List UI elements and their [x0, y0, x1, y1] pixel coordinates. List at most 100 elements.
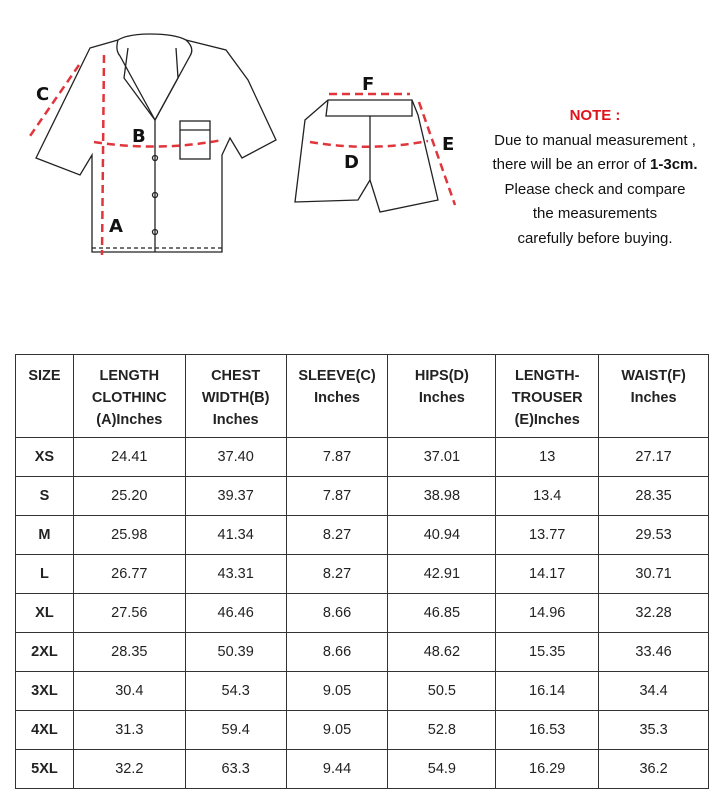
value-cell: 8.27: [285, 515, 389, 555]
table-row: 2XL 28.35 50.39 8.66 48.62 15.35 33.46: [15, 632, 709, 672]
value-cell: 13.77: [495, 515, 600, 555]
value-cell: 16.53: [495, 710, 600, 750]
value-cell: 42.91: [387, 554, 497, 594]
value-cell: 46.46: [184, 593, 287, 633]
label-a: A: [109, 216, 123, 237]
value-cell: 27.56: [72, 593, 186, 633]
note-line: there will be an error of 1-3cm.: [470, 153, 720, 178]
value-cell: 14.96: [495, 593, 600, 633]
note-line: Due to manual measurement ,: [494, 131, 696, 149]
value-cell: 36.2: [598, 749, 709, 789]
column-header: SIZE: [15, 354, 74, 438]
value-cell: 8.66: [285, 632, 389, 672]
value-cell: 13.4: [495, 476, 600, 516]
value-cell: 8.66: [285, 593, 389, 633]
note-line: the measurements: [532, 205, 658, 222]
size-cell: L: [15, 554, 74, 594]
column-header: WAIST(F) Inches: [598, 354, 709, 438]
label-d: D: [344, 152, 359, 173]
value-cell: 13: [495, 437, 600, 477]
value-cell: 34.4: [598, 671, 709, 711]
value-cell: 41.34: [184, 515, 287, 555]
table-row: 3XL 30.4 54.3 9.05 50.5 16.14 34.4: [15, 671, 709, 711]
value-cell: 31.3: [72, 710, 186, 750]
value-cell: 54.3: [184, 671, 287, 711]
table-row: L 26.77 43.31 8.27 42.91 14.17 30.71: [15, 554, 709, 594]
value-cell: 16.29: [495, 749, 600, 789]
column-header: LENGTH- TROUSER (E)Inches: [495, 354, 600, 438]
size-cell: XS: [15, 437, 74, 477]
note-title: NOTE :: [569, 107, 621, 124]
value-cell: 9.05: [285, 710, 389, 750]
size-cell: 3XL: [15, 671, 74, 711]
value-cell: 9.44: [285, 749, 389, 789]
table-row: XL 27.56 46.46 8.66 46.85 14.96 32.28: [15, 593, 709, 633]
table-row: M 25.98 41.34 8.27 40.94 13.77 29.53: [15, 515, 709, 555]
value-cell: 14.17: [495, 554, 600, 594]
measurement-note: NOTE : Due to manual measurement , there…: [470, 104, 720, 251]
value-cell: 28.35: [598, 476, 709, 516]
table-row: 4XL 31.3 59.4 9.05 52.8 16.53 35.3: [15, 710, 709, 750]
table-header-row: SIZE LENGTH CLOTHINC (A)Inches CHEST WIDTH(B)…: [15, 354, 709, 438]
value-cell: 33.46: [598, 632, 709, 672]
column-header: SLEEVE(C) Inches: [285, 354, 389, 438]
table-row: S 25.20 39.37 7.87 38.98 13.4 28.35: [15, 476, 709, 516]
value-cell: 59.4: [184, 710, 287, 750]
value-cell: 40.94: [387, 515, 497, 555]
column-header: CHEST WIDTH(B) Inches: [184, 354, 287, 438]
value-cell: 50.39: [184, 632, 287, 672]
value-cell: 35.3: [598, 710, 709, 750]
label-e: E: [442, 134, 454, 155]
column-header: HIPS(D) Inches: [387, 354, 497, 438]
note-text: there will be an error of: [492, 156, 651, 173]
column-header: LENGTH CLOTHINC (A)Inches: [72, 354, 186, 438]
note-line: Please check and compare: [504, 180, 686, 198]
value-cell: 54.9: [387, 749, 497, 789]
value-cell: 50.5: [387, 671, 497, 711]
size-cell: M: [15, 515, 74, 555]
value-cell: 24.41: [72, 437, 186, 477]
value-cell: 29.53: [598, 515, 709, 555]
value-cell: 7.87: [285, 476, 389, 516]
value-cell: 25.20: [72, 476, 186, 516]
value-cell: 46.85: [387, 593, 497, 633]
value-cell: 7.87: [285, 437, 389, 477]
size-table: SIZE LENGTH CLOTHINC (A)Inches CHEST WIDTH(B)…: [15, 354, 709, 789]
value-cell: 38.98: [387, 476, 497, 516]
size-cell: 4XL: [15, 710, 74, 750]
size-cell: S: [15, 476, 74, 516]
label-f: F: [362, 74, 374, 95]
value-cell: 39.37: [184, 476, 287, 516]
value-cell: 43.31: [184, 554, 287, 594]
value-cell: 52.8: [387, 710, 497, 750]
label-b: B: [132, 126, 146, 147]
value-cell: 32.2: [72, 749, 186, 789]
value-cell: 16.14: [495, 671, 600, 711]
shorts-illustration: [294, 99, 439, 213]
value-cell: 25.98: [72, 515, 186, 555]
value-cell: 26.77: [72, 554, 186, 594]
value-cell: 63.3: [184, 749, 287, 789]
value-cell: 15.35: [495, 632, 600, 672]
value-cell: 48.62: [387, 632, 497, 672]
table-row: XS 24.41 37.40 7.87 37.01 13 27.17: [15, 437, 709, 477]
value-cell: 37.01: [387, 437, 497, 477]
value-cell: 30.71: [598, 554, 709, 594]
measure-lines: [28, 54, 457, 256]
table-row: 5XL 32.2 63.3 9.44 54.9 16.29 36.2: [15, 749, 709, 789]
value-cell: 8.27: [285, 554, 389, 594]
note-error-range: 1-3cm.: [650, 156, 698, 173]
value-cell: 37.40: [184, 437, 287, 477]
value-cell: 28.35: [72, 632, 186, 672]
value-cell: 9.05: [285, 671, 389, 711]
note-line: carefully before buying.: [517, 229, 673, 247]
value-cell: 30.4: [72, 671, 186, 711]
size-cell: XL: [15, 593, 74, 633]
value-cell: 32.28: [598, 593, 709, 633]
shirt-illustration: [35, 33, 277, 253]
size-cell: 5XL: [15, 749, 74, 789]
label-c: C: [36, 84, 49, 105]
size-cell: 2XL: [15, 632, 74, 672]
value-cell: 27.17: [598, 437, 709, 477]
size-diagram: C B A F D E: [28, 33, 457, 256]
